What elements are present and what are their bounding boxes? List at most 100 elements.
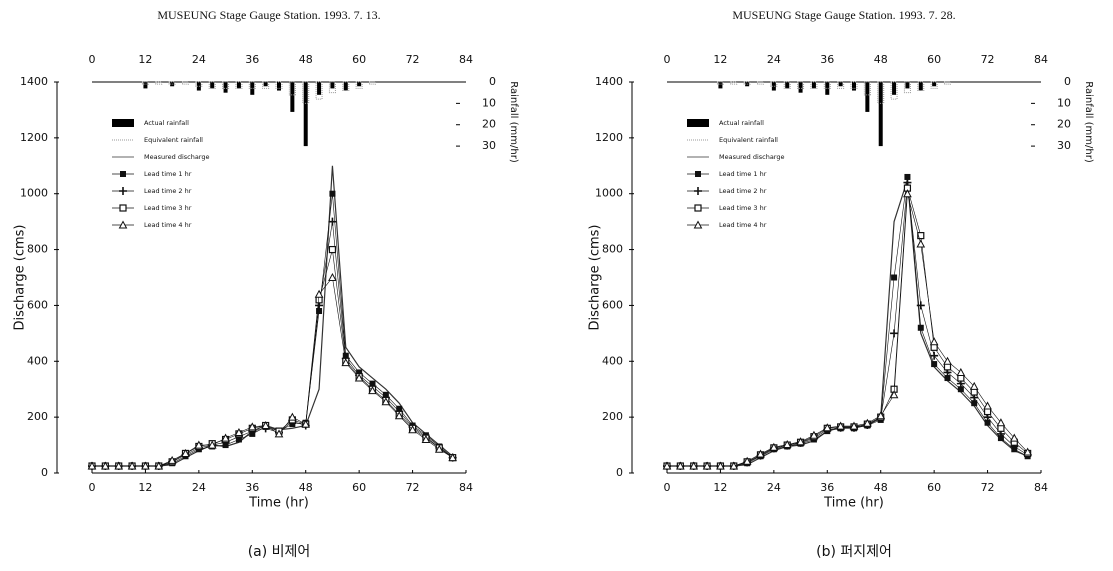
x-tick-label: 84 [1034, 481, 1048, 494]
data-point [434, 444, 444, 453]
y2-tick-label: 0 [489, 75, 496, 88]
rainfall-bar [143, 82, 148, 89]
data-point [956, 367, 966, 376]
rainfall-bar [208, 81, 216, 89]
series-line [667, 188, 1028, 467]
legend-symbol [693, 220, 703, 229]
x-tick-label: 0 [664, 481, 671, 494]
rainfall-bar [248, 81, 256, 89]
rainfall-bar [770, 81, 778, 87]
legend-label: Lead time 1 hr [144, 170, 192, 178]
data-point [689, 461, 699, 470]
y-tick-label: 800 [602, 243, 623, 256]
legend-label: Lead time 2 hr [144, 187, 192, 195]
rainfall-bar [797, 81, 805, 89]
legend-symbol [118, 220, 128, 229]
data-point [274, 429, 284, 438]
legend-label: Lead time 4 hr [144, 221, 192, 229]
data-point [983, 401, 992, 410]
legend-symbol [694, 187, 702, 195]
y-tick-label: 0 [616, 466, 623, 479]
legend-label: Lead time 1 hr [719, 170, 767, 178]
x-tick-label: 72 [406, 481, 420, 494]
data-point [796, 437, 805, 446]
rainfall-bar [315, 81, 323, 100]
data-point [889, 390, 899, 399]
legend-label: Lead time 3 hr [144, 204, 192, 212]
rainfall-bar [716, 81, 724, 85]
y2-tick-label: 30 [482, 139, 496, 152]
data-point [863, 418, 872, 427]
y2-tick-label: 10 [482, 96, 496, 109]
rainfall-bar [785, 82, 790, 89]
data-point [822, 423, 832, 432]
data-point [301, 419, 311, 428]
y-tick-label: 800 [27, 243, 48, 256]
chart-title: MUSEUNG Stage Gauge Station. 1993. 7. 28… [732, 8, 955, 22]
data-point [943, 356, 952, 365]
rainfall-bar [892, 82, 897, 95]
rainfall-bar [263, 82, 268, 87]
rainfall-bar [903, 81, 911, 94]
rainfall-bar [369, 81, 376, 85]
data-point [408, 425, 417, 434]
legend-label: Equivalent rainfall [144, 136, 203, 144]
rainfall-bar [223, 82, 228, 93]
legend-symbol [112, 119, 134, 127]
data-point [341, 358, 351, 367]
data-point [261, 420, 270, 430]
rainfall-bar [290, 82, 295, 112]
data-point [368, 386, 377, 395]
data-point [87, 461, 97, 470]
x-top-tick-label: 36 [820, 53, 834, 66]
x-top-tick-label: 36 [245, 53, 259, 66]
x-tick-label: 12 [713, 481, 727, 494]
data-point [984, 419, 991, 426]
y2-tick-label: 20 [482, 118, 496, 131]
series-line [92, 276, 453, 467]
rainfall-bar [330, 82, 335, 89]
rainfall-bar [277, 82, 281, 91]
rainfall-bar [141, 81, 149, 85]
data-point [890, 329, 899, 338]
legend-label: Lead time 2 hr [719, 187, 767, 195]
data-point [930, 351, 939, 360]
data-point [207, 440, 217, 449]
y-tick-label: 1400 [20, 75, 48, 88]
rainfall-bar [863, 81, 871, 96]
legend-symbol [119, 204, 127, 212]
data-point [917, 324, 924, 331]
x-tick-label: 48 [299, 481, 313, 494]
caption: (a) 비제어 [248, 544, 311, 560]
data-point [809, 430, 819, 439]
rainfall-bar [852, 82, 856, 91]
data-point [1009, 433, 1019, 442]
rainfall-bar [355, 81, 363, 89]
data-point [929, 337, 939, 346]
rainfall-bar [317, 82, 322, 95]
rainfall-bar [343, 82, 348, 91]
x-top-tick-label: 84 [1034, 53, 1048, 66]
x-top-tick-label: 24 [192, 53, 206, 66]
rainfall-bar [342, 81, 350, 92]
rainfall-bar [303, 82, 308, 147]
data-point [769, 442, 779, 451]
data-point [782, 439, 792, 449]
legend-label: Equivalent rainfall [719, 136, 778, 144]
rainfall-bar [288, 81, 296, 96]
rainfall-bar [168, 81, 176, 85]
data-point [904, 173, 911, 180]
legend-symbol [687, 119, 709, 127]
rainfall-bar [878, 82, 883, 147]
data-point [916, 301, 925, 310]
rainfall-bar [825, 82, 830, 95]
x-top-tick-label: 60 [927, 53, 941, 66]
rainfall-bar [357, 82, 362, 87]
rainfall-bar [838, 82, 843, 87]
data-point [381, 397, 391, 406]
rainfall-bar [182, 81, 189, 85]
x-tick-label: 72 [981, 481, 995, 494]
y-tick-label: 1000 [20, 187, 48, 200]
legend-label: Actual rainfall [144, 119, 189, 127]
